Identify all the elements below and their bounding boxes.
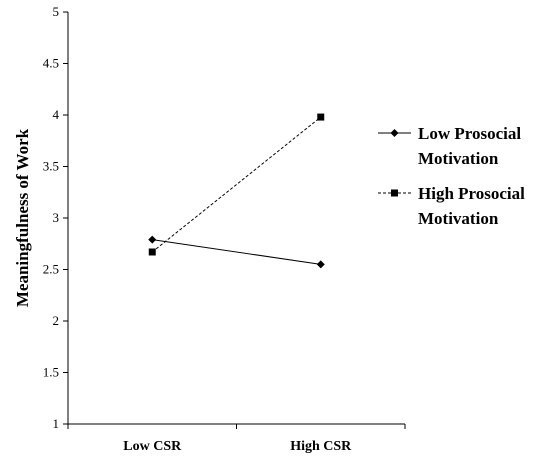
data-point (317, 113, 325, 121)
x-tick-label: Low CSR (123, 439, 182, 454)
y-tick-label: 3.5 (43, 159, 59, 174)
legend: Low Prosocial Motivation High Prosocial Mot… (378, 124, 525, 228)
series-line (151, 116, 322, 253)
series-1 (148, 235, 325, 269)
x-ticks: Low CSR High CSR (67, 424, 406, 454)
y-tick-label: 1.5 (43, 365, 59, 380)
legend-label: Low Prosocial (418, 124, 521, 143)
y-axis-label: Meaningfulness of Work (13, 128, 32, 307)
y-tick-label: 4 (53, 107, 60, 122)
series-2 (148, 113, 325, 256)
x-tick-label: High CSR (290, 439, 352, 454)
legend-item-2: High Prosocial Motivation (378, 184, 525, 228)
y-ticks: 1 1.5 2 2.5 3 3.5 4 4.5 5 (43, 4, 68, 431)
y-tick-label: 2.5 (43, 262, 59, 277)
y-tick-label: 1 (53, 416, 60, 431)
data-point (391, 189, 398, 197)
data-point (390, 129, 399, 137)
y-tick-label: 3 (53, 210, 60, 225)
data-point (148, 248, 156, 256)
series-line (152, 239, 321, 265)
legend-label: Motivation (418, 209, 499, 228)
axes (67, 12, 405, 425)
y-tick-label: 4.5 (43, 56, 59, 71)
legend-label: High Prosocial (418, 184, 525, 203)
legend-label: Motivation (418, 149, 499, 168)
y-tick-label: 5 (53, 4, 60, 19)
data-point (316, 260, 325, 269)
y-tick-label: 2 (53, 313, 60, 328)
data-point (148, 235, 157, 244)
series-layer (148, 113, 325, 269)
legend-item-1: Low Prosocial Motivation (378, 124, 521, 168)
